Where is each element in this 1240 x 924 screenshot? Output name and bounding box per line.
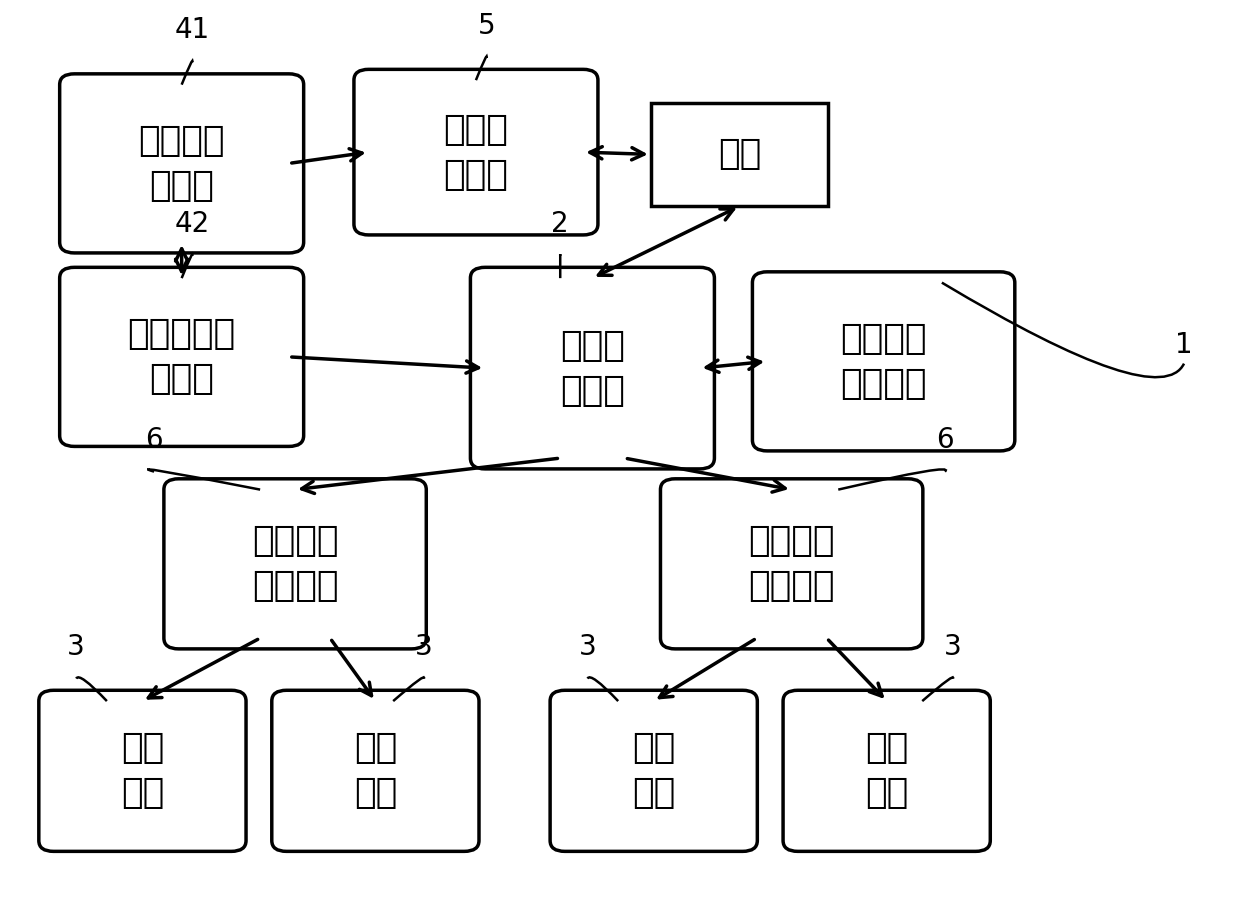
- FancyBboxPatch shape: [661, 479, 923, 649]
- Text: 终端
设备: 终端 设备: [353, 732, 397, 810]
- Text: 3: 3: [415, 633, 433, 661]
- FancyBboxPatch shape: [38, 690, 246, 851]
- FancyBboxPatch shape: [272, 690, 479, 851]
- Text: 3: 3: [67, 633, 86, 661]
- FancyBboxPatch shape: [353, 69, 598, 235]
- Text: 5: 5: [477, 12, 496, 40]
- FancyBboxPatch shape: [470, 267, 714, 468]
- FancyBboxPatch shape: [551, 690, 758, 851]
- Text: 量子密钥
生成备: 量子密钥 生成备: [139, 124, 224, 202]
- FancyBboxPatch shape: [651, 103, 828, 206]
- Text: 6: 6: [936, 426, 954, 454]
- Text: 终端
设备: 终端 设备: [120, 732, 164, 810]
- Text: 终端
设备: 终端 设备: [632, 732, 676, 810]
- Text: 3: 3: [579, 633, 596, 661]
- Text: 量子密钥
注入设备: 量子密钥 注入设备: [252, 525, 339, 603]
- FancyBboxPatch shape: [164, 479, 427, 649]
- Text: 41: 41: [175, 16, 210, 44]
- Text: 分配数量
确定模块: 分配数量 确定模块: [841, 322, 926, 401]
- Text: 3: 3: [944, 633, 962, 661]
- Text: 终端
设备: 终端 设备: [866, 732, 909, 810]
- FancyBboxPatch shape: [784, 690, 991, 851]
- FancyBboxPatch shape: [60, 74, 304, 253]
- Text: 6: 6: [145, 426, 162, 454]
- FancyBboxPatch shape: [753, 272, 1014, 451]
- Text: 密码机
密钥池: 密码机 密钥池: [444, 113, 508, 191]
- Text: 量子密钥
注入设备: 量子密钥 注入设备: [749, 525, 835, 603]
- Text: 密钥管
理设备: 密钥管 理设备: [560, 329, 625, 407]
- Text: 量子密钥生
成设备: 量子密钥生 成设备: [128, 318, 236, 396]
- Text: 42: 42: [175, 210, 210, 237]
- FancyBboxPatch shape: [60, 267, 304, 446]
- Text: 1: 1: [1176, 331, 1193, 359]
- Text: 主站: 主站: [718, 138, 761, 171]
- Text: 2: 2: [552, 210, 569, 237]
